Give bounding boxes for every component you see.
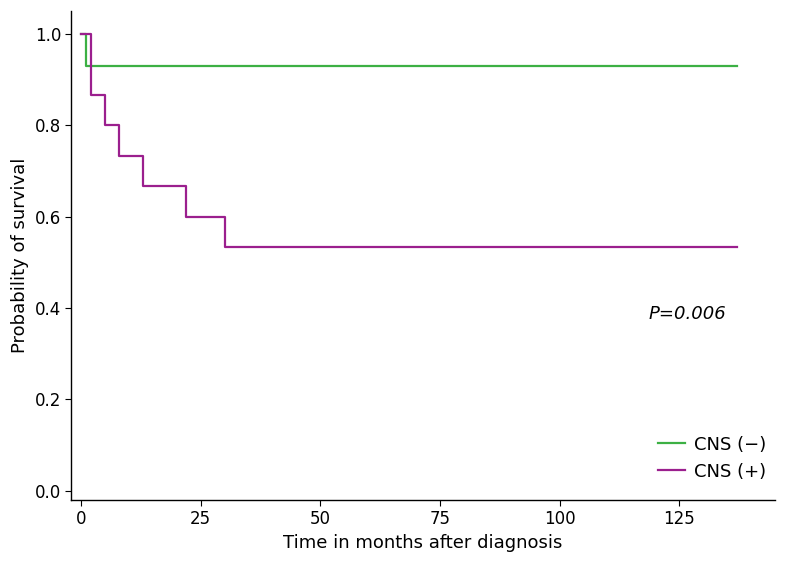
Y-axis label: Probability of survival: Probability of survival [11, 158, 29, 353]
Text: P=0.006: P=0.006 [648, 305, 726, 323]
Legend: CNS (−), CNS (+): CNS (−), CNS (+) [658, 436, 766, 481]
X-axis label: Time in months after diagnosis: Time in months after diagnosis [284, 534, 563, 552]
